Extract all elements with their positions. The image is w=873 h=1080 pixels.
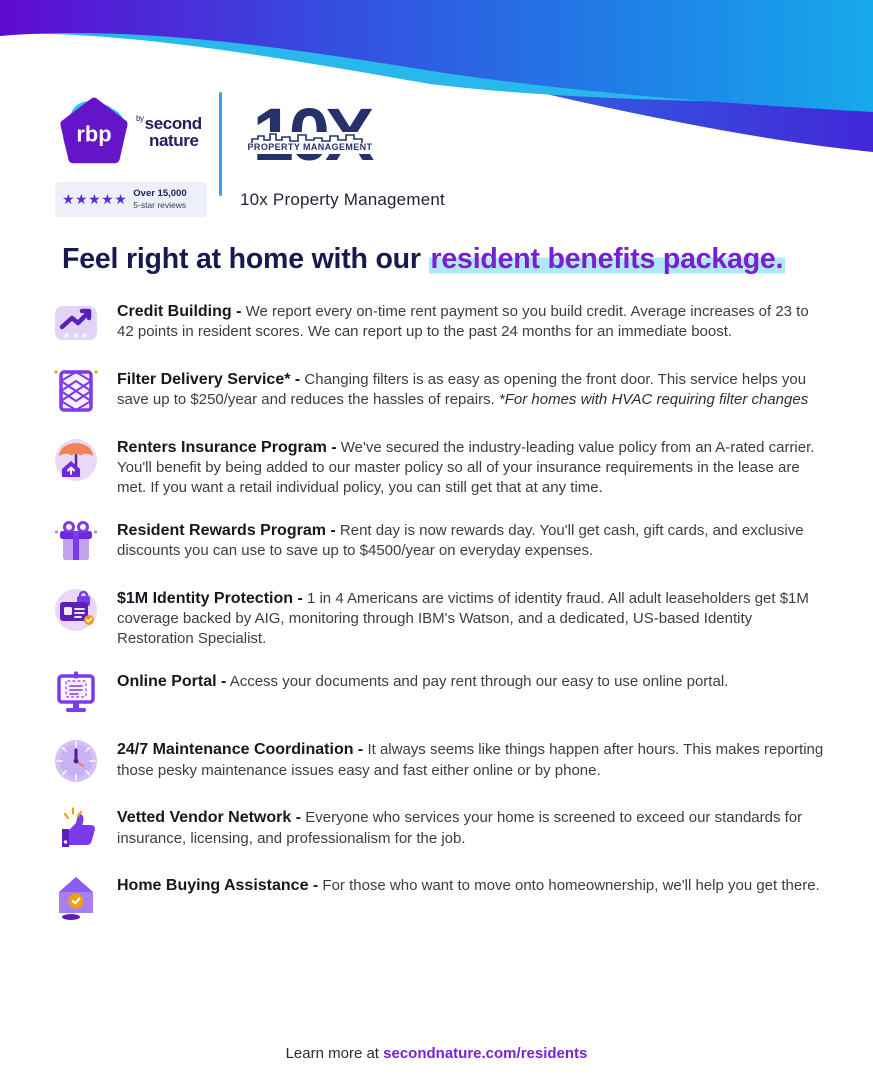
- home-buying-icon: [52, 873, 100, 921]
- benefit-description: Rent day is now rewards day. You'll get …: [117, 522, 804, 560]
- benefit-item-home-buying: Home Buying Assistance - For those who w…: [52, 873, 824, 921]
- benefit-item-resident-rewards: Resident Rewards Program - Rent day is n…: [52, 518, 824, 566]
- logo-divider: [219, 92, 222, 196]
- brand-line1: second: [144, 114, 203, 134]
- benefit-title: $1M Identity Protection -: [117, 590, 303, 608]
- benefit-description: For those who want to move onto homeowne…: [322, 877, 820, 895]
- benefit-description: Changing filters is as easy as opening t…: [117, 371, 807, 409]
- maintenance-clock-icon: [52, 737, 100, 785]
- benefit-item-identity-protection: $1M Identity Protection - 1 in 4 America…: [52, 586, 824, 649]
- header-wave-graphic: [0, 0, 873, 152]
- benefit-title: Renters Insurance Program -: [117, 439, 337, 456]
- footer-link[interactable]: secondnature.com/residents: [383, 1045, 588, 1062]
- benefit-item-renters-insurance: Renters Insurance Program - We've secure…: [52, 435, 824, 498]
- benefit-title: Resident Rewards Program -: [117, 522, 336, 540]
- five-stars-icon: ★★★★★: [62, 191, 128, 208]
- rbp-brand-block: rbp bysecond nature ★★★★★ Over 15,000 5-…: [55, 92, 207, 217]
- skyline-icon: [251, 133, 363, 143]
- benefits-list: ★ ★ ★ Credit Building - We report every on…: [52, 299, 824, 941]
- rating-count: Over 15,000: [133, 188, 187, 199]
- footer: Learn more at secondnature.com/residents: [0, 1045, 873, 1062]
- partner-name-caption: 10x Property Management: [240, 190, 445, 209]
- benefit-item-online-portal: Online Portal - Access your documents an…: [52, 669, 824, 717]
- rating-badge: ★★★★★ Over 15,000 5-star reviews: [55, 182, 207, 217]
- benefit-title: Online Portal -: [117, 673, 227, 691]
- page-title: Feel right at home with our resident ben…: [62, 243, 786, 276]
- benefit-description: 1 in 4 Americans are victims of identity…: [117, 590, 809, 648]
- partner-brand-block: 10X PROPERTY MANAGEMENT 10x Property Man…: [230, 92, 445, 210]
- logo-row: rbp bysecond nature ★★★★★ Over 15,000 5-…: [55, 92, 445, 217]
- benefit-note: *For homes with HVAC requiring filter ch…: [498, 391, 809, 409]
- svg-text:★: ★: [72, 331, 79, 340]
- benefit-description: Everyone who services your home is scree…: [117, 809, 803, 847]
- rbp-logo-icon: rbp: [55, 93, 133, 171]
- vetted-vendor-icon: [52, 805, 100, 853]
- resident-rewards-icon: [52, 518, 100, 566]
- brand-by-label: by: [136, 114, 144, 124]
- benefit-item-vendor-network: Vetted Vendor Network - Everyone who ser…: [52, 805, 824, 853]
- headline-highlight: resident benefits package.: [428, 243, 786, 275]
- rating-caption: 5-star reviews: [133, 199, 187, 210]
- svg-text:★: ★: [63, 331, 70, 340]
- benefit-title: Credit Building -: [117, 303, 242, 320]
- credit-building-icon: ★ ★ ★: [52, 299, 100, 347]
- benefit-description: We report every on-time rent payment so …: [117, 303, 809, 341]
- headline-prefix: Feel right at home with our: [62, 243, 421, 275]
- second-nature-wordmark: bysecond nature: [136, 114, 203, 150]
- tenx-banner-text: PROPERTY MANAGEMENT: [247, 142, 373, 152]
- benefit-title: Filter Delivery Service* -: [117, 371, 301, 388]
- benefit-description: We've secured the industry-leading value…: [117, 439, 815, 497]
- benefit-description: Access your documents and pay rent throu…: [229, 673, 729, 691]
- benefit-title: Vetted Vendor Network -: [117, 809, 302, 827]
- footer-prefix: Learn more at: [285, 1045, 379, 1062]
- svg-text:★: ★: [81, 331, 88, 340]
- renters-insurance-icon: [52, 435, 100, 483]
- benefit-title: 24/7 Maintenance Coordination -: [117, 741, 364, 759]
- brand-line2: nature: [149, 130, 199, 150]
- tenx-logo: 10X PROPERTY MANAGEMENT: [230, 92, 390, 178]
- benefit-item-maintenance: 24/7 Maintenance Coordination - It alway…: [52, 737, 824, 785]
- benefit-description: It always seems like things happen after…: [117, 741, 824, 779]
- benefit-title: Home Buying Assistance -: [117, 877, 319, 895]
- benefit-item-filter-delivery: Filter Delivery Service* - Changing filt…: [52, 367, 824, 415]
- online-portal-icon: [52, 669, 100, 717]
- rbp-logo-text: rbp: [76, 121, 111, 146]
- filter-delivery-icon: [52, 367, 100, 415]
- benefit-item-credit-building: ★ ★ ★ Credit Building - We report every on…: [52, 299, 824, 347]
- identity-protection-icon: [52, 586, 100, 634]
